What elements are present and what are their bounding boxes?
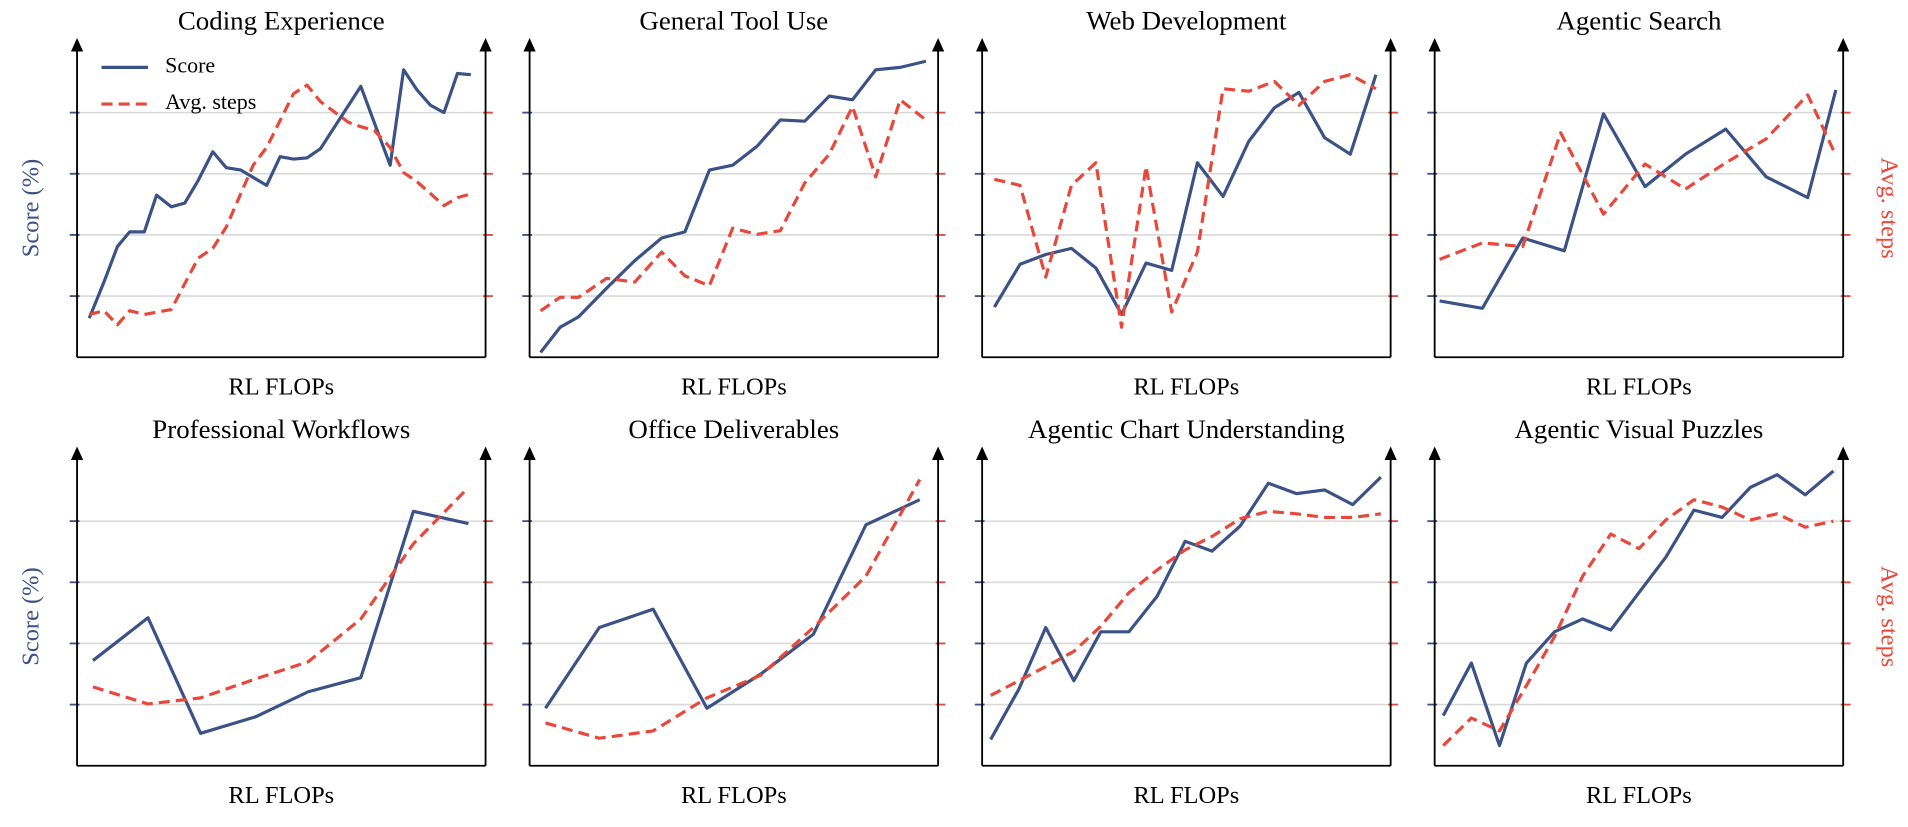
axis-arrow bbox=[1384, 38, 1397, 52]
panel-title: Web Development bbox=[1086, 6, 1287, 36]
panel-title: Coding Experience bbox=[178, 6, 385, 36]
axis-arrow bbox=[70, 446, 84, 460]
x-axis-label: RL FLOPs bbox=[1586, 782, 1692, 809]
axis-arrow bbox=[1837, 38, 1850, 52]
axis-arrow bbox=[931, 38, 945, 52]
axis-arrow bbox=[1428, 446, 1441, 460]
series-line bbox=[87, 68, 472, 319]
series-line bbox=[544, 498, 921, 710]
series-line bbox=[1438, 93, 1838, 261]
series-line bbox=[545, 478, 922, 740]
legend-label: Avg. steps bbox=[165, 89, 256, 114]
panel-title: Office Deliverables bbox=[628, 414, 839, 444]
y-axis-label: Score (%) bbox=[18, 159, 45, 257]
panel: Web Development RL FLOPs bbox=[974, 6, 1398, 401]
legend-label: Score bbox=[165, 52, 215, 77]
axis-arrow bbox=[479, 446, 492, 460]
series-line bbox=[989, 509, 1382, 697]
axis-arrow bbox=[976, 446, 989, 460]
series-line bbox=[539, 59, 927, 354]
x-axis-label: RL FLOPs bbox=[1134, 782, 1240, 809]
axis-arrow bbox=[523, 446, 536, 460]
series-line bbox=[1439, 89, 1838, 310]
series-line bbox=[91, 509, 469, 735]
x-axis-label: RL FLOPs bbox=[228, 374, 334, 401]
axis-arrow bbox=[976, 38, 989, 52]
y2-axis-label: Avg. steps bbox=[1876, 566, 1903, 667]
x-axis-label: RL FLOPs bbox=[228, 782, 334, 809]
axis-arrow bbox=[1384, 446, 1397, 460]
x-axis-label: RL FLOPs bbox=[681, 782, 787, 809]
x-axis-label: RL FLOPs bbox=[1586, 374, 1692, 401]
panel: Coding Experience RL FLOPs Score (%) Score A… bbox=[18, 6, 493, 401]
x-axis-label: RL FLOPs bbox=[1134, 374, 1240, 401]
y2-axis-label: Avg. steps bbox=[1876, 157, 1903, 258]
axis-arrow bbox=[1837, 446, 1850, 460]
series-line bbox=[993, 73, 1377, 329]
y-axis-label: Score (%) bbox=[18, 567, 45, 665]
panel: Agentic Visual Puzzles RL FLOPs Avg. steps bbox=[1427, 414, 1903, 809]
axis-arrow bbox=[931, 446, 945, 460]
axis-arrow bbox=[70, 38, 84, 52]
axis-arrow bbox=[1428, 38, 1441, 52]
panel-title: General Tool Use bbox=[639, 6, 828, 36]
panel-title: Agentic Chart Understanding bbox=[1028, 414, 1345, 444]
series-line bbox=[539, 98, 927, 313]
x-axis-label: RL FLOPs bbox=[681, 374, 787, 401]
panel: Agentic Chart Understanding RL FLOPs bbox=[974, 414, 1398, 809]
panel-title: Agentic Search bbox=[1556, 6, 1722, 36]
panel: Professional Workflows RL FLOPs Score (%) bbox=[18, 414, 493, 809]
panel: Agentic Search RL FLOPs Avg. steps bbox=[1427, 6, 1903, 401]
series-line bbox=[92, 486, 470, 706]
series-line bbox=[88, 83, 472, 327]
panel: General Tool Use RL FLOPs bbox=[522, 6, 946, 401]
series-line bbox=[1442, 498, 1834, 747]
axis-arrow bbox=[523, 38, 536, 52]
panel-title: Professional Workflows bbox=[152, 414, 410, 444]
series-line bbox=[989, 475, 1382, 741]
panel: Office Deliverables RL FLOPs bbox=[522, 414, 946, 809]
axis-arrow bbox=[479, 38, 492, 52]
panel-title: Agentic Visual Puzzles bbox=[1515, 414, 1764, 444]
series-line bbox=[992, 74, 1378, 317]
